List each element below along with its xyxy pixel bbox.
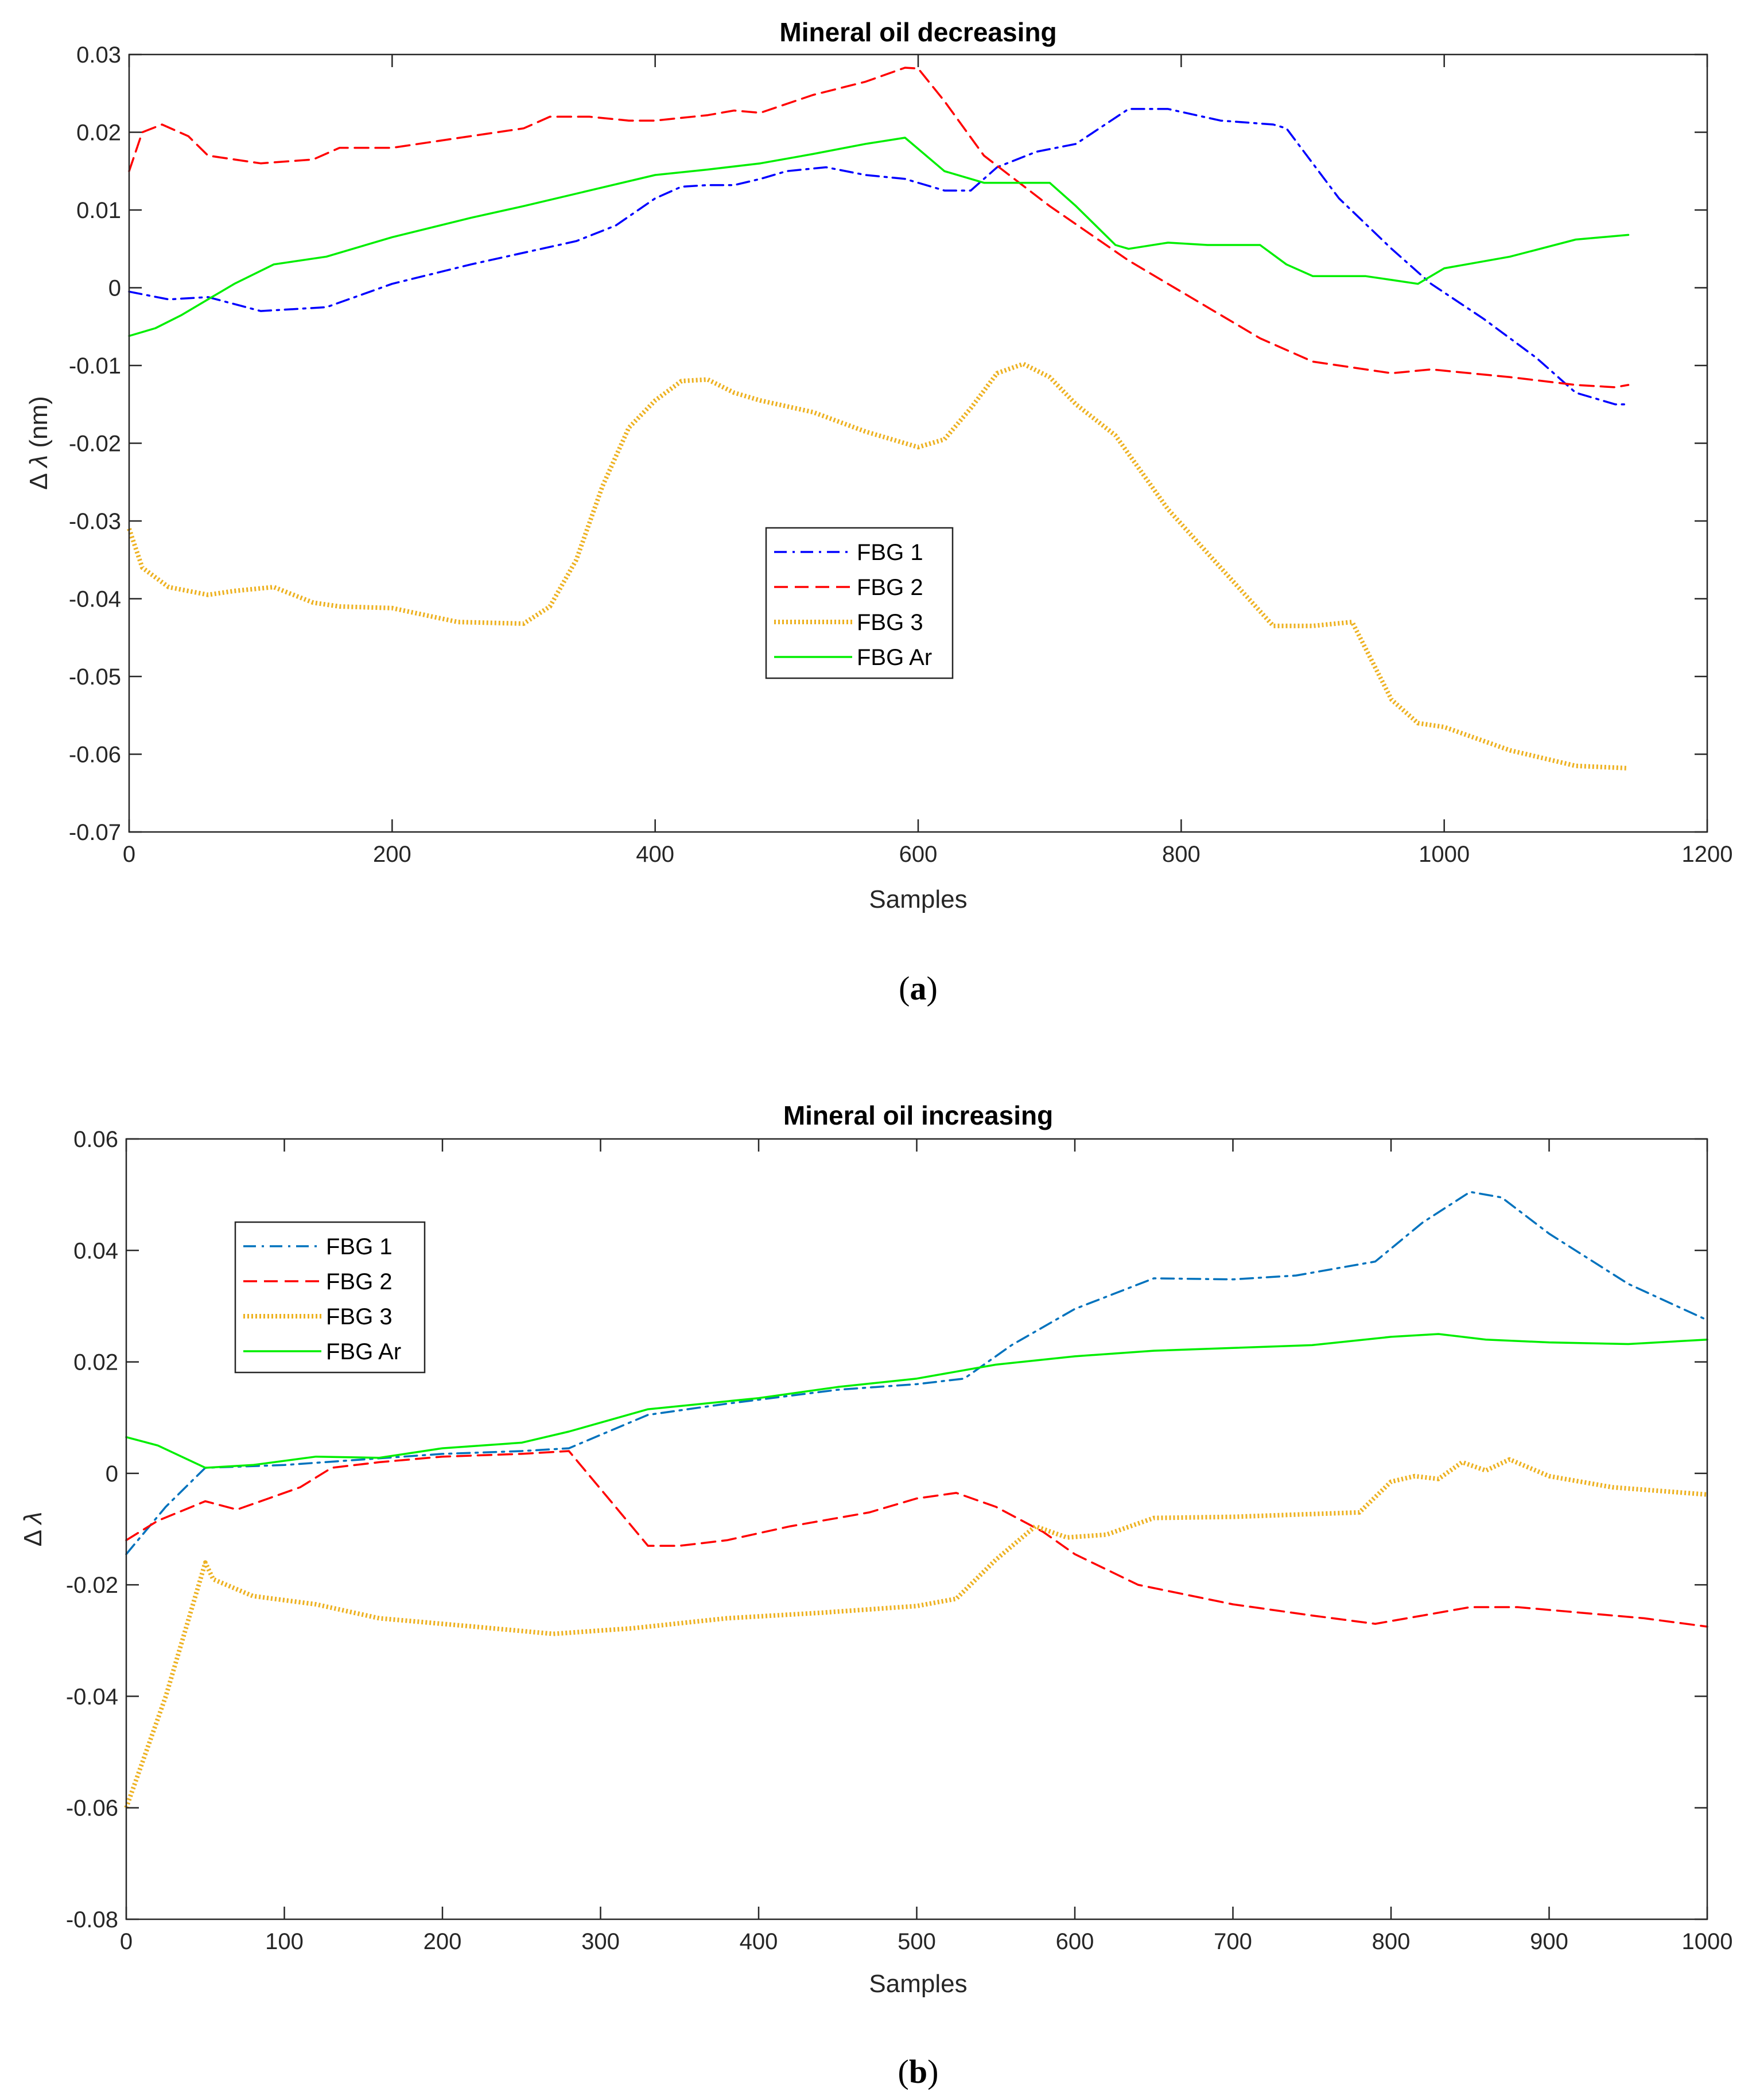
y-axis-label-prefix-a: Δ (25, 473, 53, 490)
x-axis-label-b: Samples (869, 1970, 967, 1998)
caption-b: (b) (898, 2053, 939, 2090)
y-axis-label-b: Δ λ (19, 1512, 47, 1547)
x-tick-label-b-6: 600 (1056, 1929, 1094, 1954)
chart-panel-b: Mineral oil increasing 0 100 200 300 400 500 6… (19, 1100, 1732, 2090)
series-line-a-fbg-ar (128, 137, 1630, 337)
x-tick-label-b-9: 900 (1530, 1929, 1568, 1954)
legend-label-a-3: FBG Ar (857, 645, 932, 670)
y-tick-label-b-2: -0.04 (66, 1684, 118, 1709)
y-tick-label-a-3: -0.04 (69, 587, 121, 612)
legend-label-b-0: FBG 1 (326, 1234, 393, 1259)
y-tick-label-b-0: -0.08 (66, 1907, 118, 1932)
y-tick-label-a-6: -0.01 (69, 353, 121, 379)
legend-label-a-1: FBG 2 (857, 575, 923, 600)
y-axis-label-symbol-a: λ (25, 455, 53, 469)
y-axis-label-symbol-b: λ (19, 1512, 47, 1526)
legend-label-a-0: FBG 1 (857, 540, 923, 565)
x-tick-label-b-5: 500 (898, 1929, 936, 1954)
x-tick-label-a-2: 400 (636, 842, 674, 867)
legend-box-a (765, 527, 954, 679)
legend-b: FBG 1 FBG 2 FBG 3 FBG Ar (234, 1221, 426, 1374)
series-line-a-fbg-2 (128, 67, 1630, 388)
x-tick-label-b-8: 800 (1372, 1929, 1411, 1954)
y-tick-label-a-4: -0.03 (69, 509, 121, 534)
y-tick-label-a-1: -0.06 (69, 742, 121, 768)
series-line-b-fbg-2 (125, 1450, 1708, 1628)
y-axis-label-prefix-b: Δ (19, 1530, 47, 1546)
series-line-a-fbg-3 (127, 361, 1629, 771)
y-tick-label-a-2: -0.05 (69, 664, 121, 690)
chart-title-a: Mineral oil decreasing (779, 17, 1056, 47)
x-tick-label-b-2: 200 (424, 1929, 462, 1954)
x-tick-label-b-4: 400 (740, 1929, 778, 1954)
series-line-b-fbg-1 (125, 1191, 1708, 1555)
series-line-b-fbg-3 (124, 1457, 1708, 1809)
x-tick-label-a-6: 1200 (1682, 842, 1733, 867)
y-tick-label-a-7: 0 (108, 276, 121, 301)
y-tick-label-b-7: 0.06 (73, 1127, 118, 1152)
y-tick-label-a-0: -0.07 (69, 820, 121, 845)
y-tick-label-b-3: -0.02 (66, 1573, 118, 1598)
y-tick-label-b-6: 0.04 (73, 1238, 118, 1263)
x-tick-label-a-4: 800 (1162, 842, 1201, 867)
x-axis-label-a: Samples (869, 885, 967, 913)
caption-a: (a) (899, 970, 938, 1007)
chart-panel-a: Mineral oil decreasing 0 200 400 600 800 1000… (25, 17, 1732, 1007)
chart-title-b: Mineral oil increasing (783, 1100, 1053, 1130)
series-line-a-fbg-1 (128, 108, 1630, 406)
legend-box-b (234, 1221, 426, 1374)
x-tick-label-a-5: 1000 (1419, 842, 1470, 867)
legend-label-b-1: FBG 2 (326, 1269, 393, 1294)
legend-label-a-2: FBG 3 (857, 610, 923, 635)
y-tick-label-a-10: 0.03 (76, 42, 121, 68)
y-tick-label-b-1: -0.06 (66, 1796, 118, 1821)
plot-area-a (128, 53, 1708, 833)
legend-label-b-3: FBG Ar (326, 1339, 401, 1364)
x-tick-label-a-3: 600 (899, 842, 938, 867)
caption-b-letter: b (909, 2053, 927, 2090)
legend-label-b-2: FBG 3 (326, 1304, 393, 1329)
x-tick-label-b-10: 1000 (1682, 1929, 1733, 1954)
y-tick-label-b-4: 0 (106, 1461, 118, 1487)
series-line-b-fbg-ar (125, 1333, 1708, 1469)
x-tick-label-b-1: 100 (265, 1929, 304, 1954)
y-tick-label-a-8: 0.01 (76, 198, 121, 223)
legend-a: FBG 1 FBG 2 FBG 3 FBG Ar (765, 527, 954, 679)
x-tick-label-b-7: 700 (1214, 1929, 1252, 1954)
y-axis-label-unit-a: (nm) (25, 396, 53, 455)
y-tick-label-a-9: 0.02 (76, 120, 121, 146)
caption-a-letter: a (910, 970, 927, 1007)
x-tick-label-b-0: 0 (120, 1929, 133, 1954)
x-tick-label-b-3: 300 (581, 1929, 620, 1954)
x-tick-label-a-0: 0 (123, 842, 135, 867)
y-tick-label-a-5: -0.02 (69, 431, 121, 457)
y-tick-label-b-5: 0.02 (73, 1350, 118, 1375)
y-axis-label-a: Δ λ (nm) (25, 396, 53, 490)
x-tick-label-a-1: 200 (373, 842, 411, 867)
